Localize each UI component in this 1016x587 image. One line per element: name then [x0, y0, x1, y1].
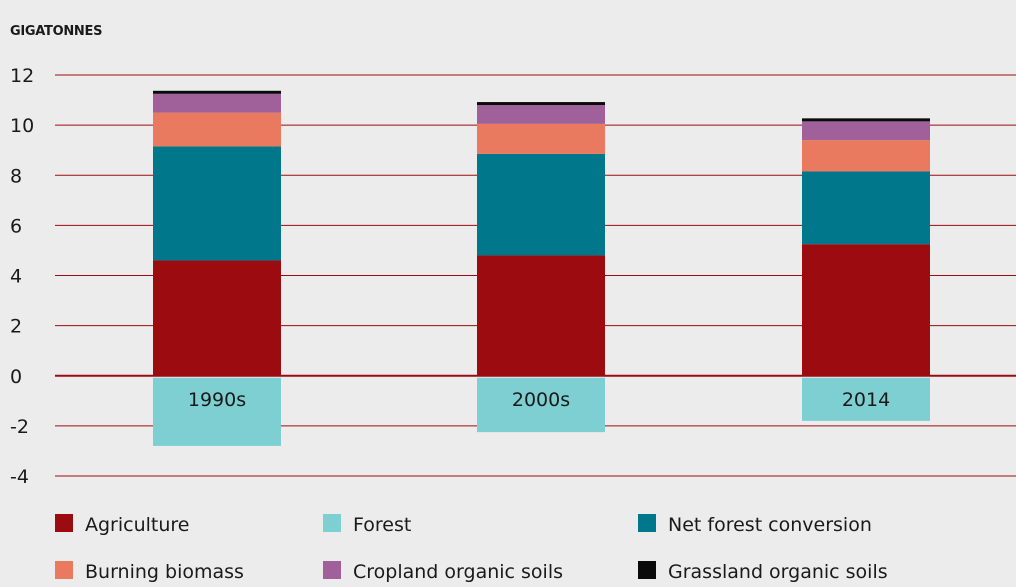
y-tick-label: 8	[10, 165, 22, 187]
bar-segment-cropland-organic-soils	[477, 105, 605, 124]
bar-segment-agriculture	[477, 255, 605, 376]
category-label: 1990s	[188, 389, 246, 411]
bars	[153, 90, 930, 446]
y-tick-label: 0	[10, 366, 22, 388]
category-label: 2000s	[512, 389, 570, 411]
bar-segment-burning-biomass	[802, 140, 930, 172]
legend-label: Net forest conversion	[668, 514, 872, 536]
legend-label: Agriculture	[85, 514, 190, 536]
legend-swatch	[323, 561, 341, 579]
bar-segment-agriculture	[802, 244, 930, 376]
legend-item: Cropland organic soils	[323, 561, 563, 583]
legend-label: Grassland organic soils	[668, 561, 888, 583]
y-tick-label: 2	[10, 316, 22, 338]
bar-segment-cropland-organic-soils	[802, 121, 930, 141]
bar-segment-forest	[153, 377, 281, 446]
bar-segment-grassland-organic-soils	[802, 118, 930, 122]
bar-segment-grassland-organic-soils	[477, 102, 605, 106]
bar-segment-grassland-organic-soils	[153, 90, 281, 94]
bar-segment-forest	[477, 377, 605, 433]
legend-item: Net forest conversion	[638, 514, 872, 536]
bar-segment-burning-biomass	[153, 112, 281, 147]
legend-swatch	[55, 514, 73, 532]
y-tick-label: 4	[10, 266, 22, 288]
legend-swatch	[55, 561, 73, 579]
y-tick-label: 6	[10, 215, 22, 237]
category-label: 2014	[842, 389, 890, 411]
bar-segment-forest	[802, 377, 930, 421]
y-tick-label: -4	[10, 466, 29, 488]
y-axis-ticks: -4 -2 0 2 4 6 8 10 12	[10, 65, 34, 488]
y-tick-label: -2	[10, 416, 29, 438]
bar-segment-cropland-organic-soils	[153, 93, 281, 113]
bar-segment-net-forest-conversion	[802, 171, 930, 245]
legend: Agriculture Forest Net forest conversion Bu…	[55, 514, 888, 583]
legend-item: Burning biomass	[55, 561, 244, 583]
legend-item: Forest	[323, 514, 411, 536]
legend-item: Grassland organic soils	[638, 561, 888, 583]
bar-segment-net-forest-conversion	[153, 146, 281, 261]
legend-swatch	[323, 514, 341, 532]
y-tick-label: 10	[10, 115, 34, 137]
legend-item: Agriculture	[55, 514, 190, 536]
legend-label: Forest	[353, 514, 411, 536]
category-labels: 1990s 2000s 2014	[188, 389, 890, 411]
y-axis-label: GIGATONNES	[10, 24, 102, 39]
y-tick-label: 12	[10, 65, 34, 87]
legend-swatch	[638, 561, 656, 579]
legend-label: Burning biomass	[85, 561, 244, 583]
bar-segment-net-forest-conversion	[477, 153, 605, 256]
legend-label: Cropland organic soils	[353, 561, 563, 583]
bar-segment-burning-biomass	[477, 123, 605, 154]
legend-swatch	[638, 514, 656, 532]
bar-segment-agriculture	[153, 260, 281, 376]
